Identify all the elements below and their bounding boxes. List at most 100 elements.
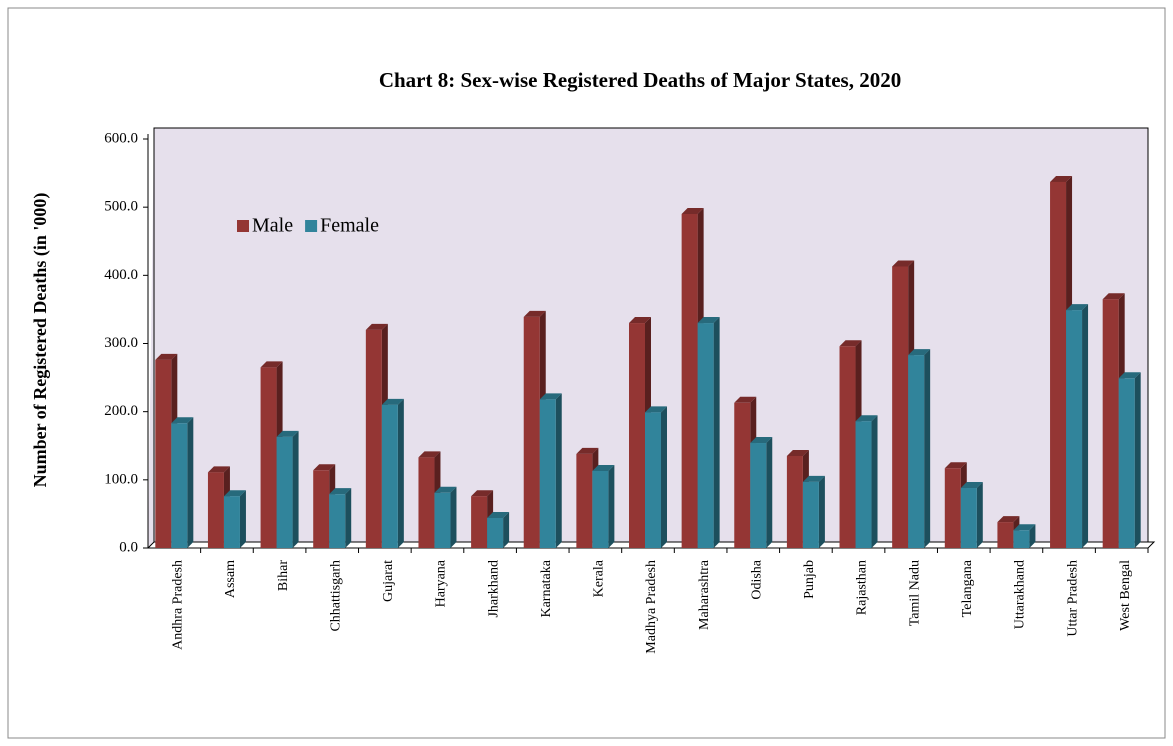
bar-side [187,417,194,548]
bar-side [1134,372,1141,548]
x-tick-label: Rajasthan [855,560,870,615]
bar [329,494,346,548]
y-tick-label: 300.0 [104,335,138,351]
bar-side [713,317,720,548]
bar-side [818,475,825,548]
x-tick-label: Maharashtra [697,559,712,630]
bar [418,457,435,548]
bar [681,213,698,548]
bar-top [223,490,246,497]
bar [1050,181,1067,548]
x-tick-label: West Bengal [1118,560,1133,631]
bar-top [1066,304,1089,311]
bar-top [750,437,773,444]
bar-top [155,353,178,360]
legend-label: Male [252,215,293,237]
bar-top [365,323,388,330]
bar-top [1013,524,1036,531]
bar-top [697,317,720,324]
x-tick-label: Bihar [276,560,291,591]
bar [1102,299,1119,548]
bar [539,399,556,548]
bar-side [450,486,457,548]
bar [171,423,188,548]
bar-side [397,398,404,548]
bar-top [313,464,336,471]
bar [223,496,240,548]
bar-top [171,417,194,424]
bar-top [892,260,915,267]
legend-label: Female [320,215,379,237]
x-tick-label: Jharkhand [486,560,501,618]
y-axis-label: Number of Registered Deaths (in '000) [30,193,51,488]
bar-side [555,393,562,548]
bar [629,323,645,548]
bar [471,496,488,548]
y-tick-label: 200.0 [104,403,138,419]
bar [365,329,382,548]
x-tick-label: Tamil Nadu [907,560,922,626]
bar-top [434,486,457,493]
bar [592,470,609,548]
bar-top [260,361,283,368]
bar-top [418,451,441,458]
x-tick-label: Gujarat [381,560,396,602]
bar [750,443,767,548]
y-tick-label: 600.0 [104,130,138,146]
bar-top [681,207,704,214]
bar [487,518,504,548]
legend: Male Female [237,215,379,237]
bar-side [1082,304,1089,548]
bar-top [576,447,599,454]
bar-top [487,512,510,519]
bar [786,455,803,548]
x-tick-label: Uttarakhand [1013,560,1028,629]
bar-top [329,488,352,495]
bar-top [539,393,562,400]
bar-top [276,430,299,437]
x-tick-label: Uttar Pradesh [1065,560,1080,637]
bar [523,316,540,548]
bar [1118,378,1135,548]
bar-side [239,490,246,548]
bar [381,404,398,548]
bar [855,421,872,548]
bar-side [661,406,667,548]
legend-swatch [305,220,318,232]
x-tick-label: Punjab [802,560,817,599]
bar [908,355,925,548]
x-tick-label: Andhra Pradesh [171,560,186,650]
bar-top [471,490,494,497]
bar-side [976,482,983,548]
x-tick-label: Chhattisgarh [328,560,343,632]
bar [960,488,977,548]
bar [313,470,330,548]
bar-top [908,349,931,356]
bar-top [734,396,757,403]
bar [892,266,909,548]
y-tick-label: 100.0 [104,471,138,487]
bar-top [786,449,809,456]
bar-top [645,406,667,413]
x-tick-label: Odisha [749,559,764,599]
bar [155,359,172,548]
bar-top [592,464,615,471]
bar [734,402,751,548]
bar-top [629,317,651,324]
y-tick-label: 0.0 [119,539,138,555]
bar [1013,530,1030,548]
bar [207,472,224,548]
bar-top [523,310,546,317]
bar [276,436,293,548]
bar [697,323,714,548]
bar-top [381,398,404,405]
bar [802,481,819,548]
bar [997,522,1014,548]
x-tick-label: Haryana [434,559,449,607]
bar-top [1102,293,1125,300]
bar-side [292,430,299,548]
y-tick-label: 400.0 [104,267,138,283]
legend-swatch [237,220,249,232]
bar-side [1029,524,1036,548]
